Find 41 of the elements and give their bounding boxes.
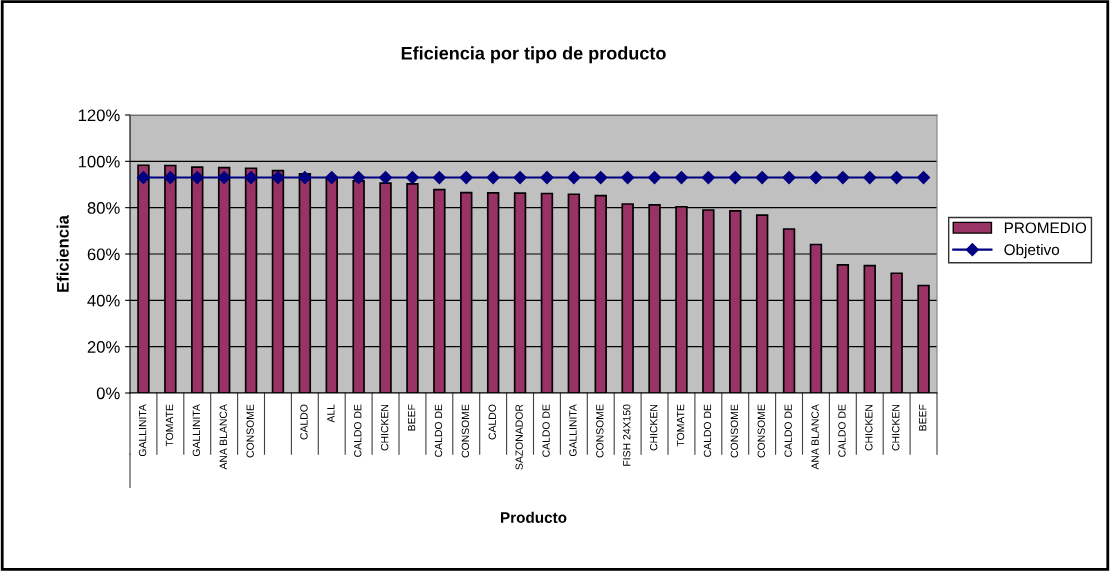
x-tick-label: GALLINITA: [569, 404, 577, 457]
x-axis-title: Producto: [501, 511, 567, 523]
x-tick-label: CHICKEN: [649, 404, 658, 451]
x-tick-label: SAZONADOR: [515, 404, 523, 470]
y-tick-label: 100%: [78, 155, 120, 168]
x-tick-label: CALDO DE: [434, 404, 443, 457]
x-tick-label: TOMATE: [676, 404, 685, 447]
x-tick-label: GALLINITA: [138, 404, 147, 457]
y-tick-label: 40%: [87, 294, 120, 307]
x-tick-label: TOMATE: [165, 404, 174, 447]
legend-label: Objetivo: [1004, 243, 1060, 259]
x-tick-label: CHICKEN: [892, 404, 900, 451]
x-tick-label: CONSOME: [730, 404, 739, 458]
y-tick-label: 120%: [78, 109, 120, 122]
y-tick-label: 20%: [87, 341, 120, 353]
x-tick-label: CALDO: [488, 404, 496, 440]
legend-label: PROMEDIO: [1004, 222, 1087, 234]
y-tick-label: 80%: [87, 202, 120, 214]
chart-title: Eficiencia por tipo de producto: [401, 46, 666, 64]
y-tick-label: 0%: [96, 387, 120, 400]
x-tick-label: CHICKEN: [865, 404, 873, 451]
x-tick-label: CALDO DE: [838, 404, 846, 457]
x-tick-label: ALL: [327, 404, 335, 423]
x-tick-label: CONSOME: [461, 404, 470, 458]
x-tick-label: CALDO DE: [703, 404, 712, 457]
x-tick-label: ANA BLANCA: [811, 404, 819, 470]
y-axis-title: Eficiencia: [56, 214, 69, 292]
x-tick-label: CHICKEN: [380, 404, 389, 451]
x-tick-label: CONSOME: [246, 404, 254, 458]
x-tick-label: GALLINITA: [192, 404, 201, 457]
x-tick-label: BEEF: [407, 404, 416, 431]
x-tick-label: CALDO: [300, 404, 308, 440]
x-tick-label: BEEF: [919, 404, 927, 431]
x-tick-label: ANA BLANCA: [219, 404, 227, 470]
x-tick-label: CALDO DE: [542, 404, 550, 457]
x-tick-label: CALDO DE: [354, 404, 362, 457]
y-tick-label: 60%: [87, 248, 120, 261]
x-tick-label: CALDO DE: [784, 404, 792, 457]
x-tick-label: CONSOME: [757, 404, 765, 458]
x-tick-label: FISH 24X150: [623, 404, 631, 466]
x-tick-label: CONSOME: [596, 404, 604, 458]
